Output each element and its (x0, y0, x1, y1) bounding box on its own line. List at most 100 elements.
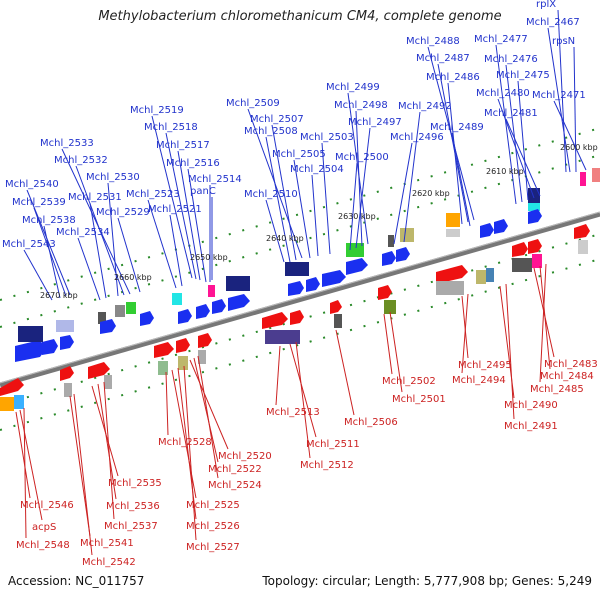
forward-gene-label: Mchl_2543 (2, 239, 56, 250)
tick-labels: 2670 kbp 2660 kbp 2650 kbp 2640 kbp 2630 kbp… (40, 143, 598, 300)
forward-gene-label: Mchl_2486 (426, 72, 480, 83)
forward-label-connector (117, 217, 141, 293)
gene-arrow (100, 319, 116, 334)
forward-label-connector (147, 199, 177, 289)
reverse-gene-label: Mchl_2536 (106, 501, 160, 512)
forward-gene-label: Mchl_2540 (5, 179, 59, 190)
reverse-label-connector (461, 293, 469, 374)
forward-label-connector (349, 162, 358, 251)
reverse-label-connector (335, 329, 355, 416)
reverse-gene-label: Mchl_2535 (108, 478, 162, 489)
forward-gene-label: Mchl_2489 (430, 122, 484, 133)
forward-gene-label: Mchl_2523 (126, 189, 180, 200)
gene-block (64, 383, 72, 397)
forward-label-connector (497, 98, 535, 199)
forward-gene-label: Mchl_2539 (12, 197, 66, 208)
gene-block (18, 326, 43, 342)
forward-gene-label: Mchl_2498 (334, 100, 388, 111)
gene-block (226, 276, 250, 291)
reverse-label-connector (69, 395, 91, 537)
reverse-gene-label: Mchl_2506 (344, 417, 398, 428)
gene-arrow (306, 277, 320, 292)
forward-label-connector (553, 100, 587, 171)
forward-label-connector (265, 199, 285, 263)
reverse-label-connector (539, 263, 547, 383)
gene-arrow (0, 378, 24, 396)
reverse-label-connector (23, 407, 27, 539)
reverse-gene-label: Mchl_2483 (544, 359, 598, 370)
forward-gene-label: Mchl_2475 (496, 70, 550, 81)
reverse-gene-labels: Mchl_2546 acpS Mchl_2548 Mchl_2541 Mchl_2542… (16, 359, 598, 568)
forward-label-connector (187, 168, 207, 283)
gene-arrow (528, 209, 542, 224)
forward-gene-labels: Mchl_2543 Mchl_2538 Mchl_2539 Mchl_2540 Mchl… (2, 0, 586, 250)
gene-block (446, 229, 460, 237)
reverse-gene-label: acpS (32, 522, 56, 533)
genome-backbone (0, 211, 600, 388)
reverse-label-connector (389, 311, 403, 393)
gene-block (512, 258, 532, 272)
forward-gene-label: Mchl_2514 (188, 174, 242, 185)
forward-label-connector (321, 142, 331, 255)
gene-arrow (154, 342, 174, 358)
forward-label-connector (355, 127, 371, 249)
gene-block (198, 350, 206, 364)
gene-arrow (178, 309, 192, 324)
forward-label-connector (33, 207, 67, 297)
forward-gene-label: Mchl_2530 (86, 172, 140, 183)
forward-gene-label: Mchl_2503 (300, 132, 354, 143)
gene-block (14, 395, 24, 409)
forward-gene-label: Mchl_2477 (474, 34, 528, 45)
forward-label-connector (165, 132, 197, 280)
forward-gene-label: Mchl_2497 (348, 117, 402, 128)
forward-label-connector (505, 118, 541, 197)
gene-arrow (528, 239, 542, 254)
gene-arrow (480, 223, 494, 238)
gene-arrow (494, 219, 508, 234)
forward-label-connector (517, 80, 529, 201)
reverse-label-connector (383, 313, 393, 375)
reverse-gene-label: Mchl_2491 (504, 421, 558, 432)
gene-block (158, 361, 168, 375)
forward-label-connector (77, 237, 101, 301)
gene-block (580, 172, 586, 186)
forward-gene-label: Mchl_2531 (68, 192, 122, 203)
accession-text: Accession: NC_011757 (8, 574, 145, 588)
tick-label: 2670 kbp (40, 291, 78, 300)
forward-label-connector (177, 150, 201, 281)
forward-gene-label: Mchl_2518 (144, 122, 198, 133)
tick-label: 2640 kbp (266, 234, 304, 243)
reverse-gene-label: Mchl_2501 (392, 394, 446, 405)
gene-arrow (42, 339, 58, 355)
reverse-gene-label: Mchl_2526 (186, 521, 240, 532)
reverse-gene-label: Mchl_2512 (300, 460, 354, 471)
gene-arrow (290, 310, 304, 325)
reverse-label-connector (19, 409, 43, 521)
reverse-label-connector (97, 383, 117, 500)
forward-label-connector (271, 124, 297, 261)
gene-block (126, 302, 136, 314)
gene-arrow (378, 285, 392, 300)
reverse-label-connector (73, 393, 93, 556)
gene-block (178, 356, 188, 370)
forward-label-connector (547, 27, 571, 173)
gene-block (104, 375, 112, 389)
gene-block (532, 254, 542, 268)
gene-block (285, 262, 309, 276)
forward-label-connector (89, 202, 107, 299)
reverse-gene-label: Mchl_2525 (186, 500, 240, 511)
gene-block (172, 293, 182, 305)
forward-gene-label: Mchl_2487 (416, 53, 470, 64)
forward-label-connector (437, 63, 469, 223)
forward-gene-label: Mchl_2516 (166, 158, 220, 169)
forward-gene-label: Mchl_2504 (290, 164, 344, 175)
gene-block (0, 397, 14, 411)
forward-gene-label: Mchl_2467 (526, 17, 580, 28)
forward-label-connector (495, 44, 517, 205)
forward-gene-label: Mchl_2488 (406, 36, 460, 47)
tick-label: 2630 kbp (338, 212, 376, 221)
reverse-label-connector (275, 345, 281, 406)
forward-gene-label: Mchl_2517 (156, 140, 210, 151)
gene-arrow (322, 270, 346, 287)
forward-label-connector (427, 46, 475, 221)
